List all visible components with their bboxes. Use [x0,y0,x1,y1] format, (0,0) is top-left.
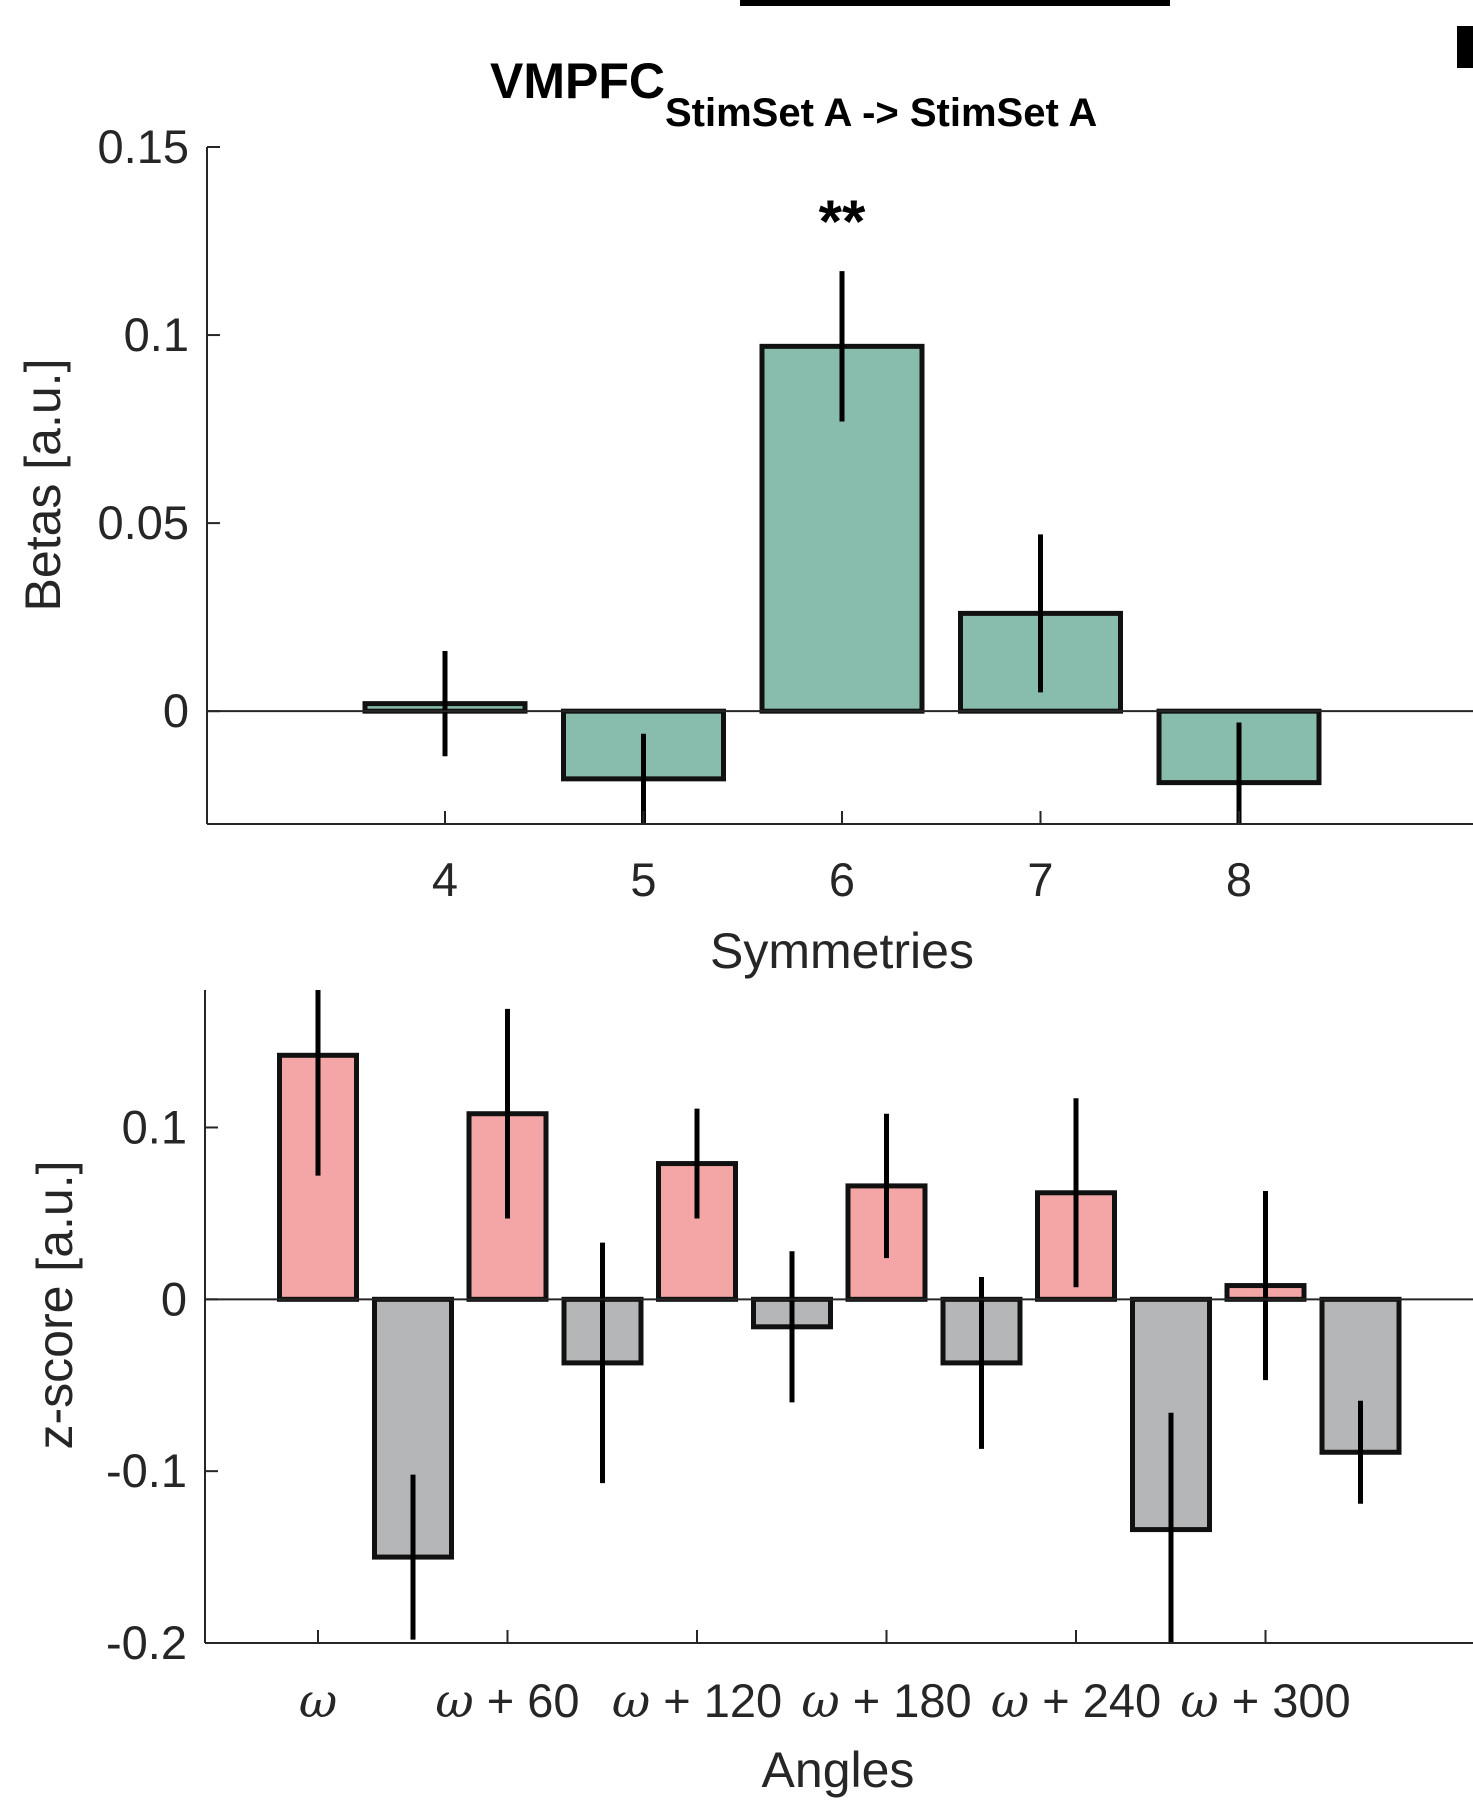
top-y-axis-label: Betas [a.u.] [15,359,71,612]
angle-offset: + 60 [474,1674,580,1727]
chart-title-main: VMPFC [490,53,665,109]
angle-offset: + 180 [840,1674,972,1727]
bottom-y-tick-label: -0.1 [106,1444,187,1497]
omega-symbol: ω [612,1674,650,1729]
bottom-x-tick-label: ω + 180 [801,1674,971,1729]
bottom-x-axis-label: Angles [762,1742,915,1798]
angle-offset: + 120 [650,1674,782,1727]
angle-offset: + 240 [1029,1674,1161,1727]
top-annotations: ** [819,188,866,255]
top-bars [362,271,1322,824]
omega-symbol: ω [435,1674,473,1729]
bottom-y-tick-label: 0.1 [122,1100,187,1153]
omega-symbol: ω [991,1674,1029,1729]
top-x-tick-label: 4 [432,853,458,906]
top-x-axis-label: Symmetries [710,923,974,979]
omega-symbol: ω [801,1674,839,1729]
bottom-x-tick-label: ω [299,1674,337,1729]
bottom-y-axis-label: z-score [a.u.] [27,1161,83,1450]
omega-symbol: ω [1180,1674,1218,1729]
top-y-tick-label: 0.1 [124,308,189,361]
top-y-tick-label: 0 [163,684,189,737]
top-x-tick-label: 8 [1226,853,1252,906]
bottom-x-tick-label: ω + 120 [612,1674,782,1729]
cropped-letter-fragment [1457,26,1473,68]
cropped-title-fragment [740,0,1170,6]
bottom-y-tick-label: 0 [161,1272,187,1325]
bottom-y-tick-label: -0.2 [106,1616,187,1669]
top-y-tick-label: 0.05 [98,496,189,549]
bottom-x-tick-label: ω + 300 [1180,1674,1350,1729]
bottom-x-tick-label: ω + 60 [435,1674,579,1729]
angle-offset: + 300 [1219,1674,1351,1727]
top-x-tick-label: 6 [829,853,855,906]
top-x-tick-label: 7 [1027,853,1053,906]
chart-title-subscript: StimSet A -> StimSet A [665,91,1097,135]
bottom-bars [277,990,1402,1643]
top-axes: 0 0.05 0.1 0.15 4 5 6 7 8 [98,120,1473,906]
angles-bar-chart: -0.2-0.100.1ω ω + 60 ω + 120 ω + 180 ω + 240… [27,990,1473,1798]
bottom-x-tick-label: ω + 240 [991,1674,1161,1729]
significance-stars: ** [819,188,866,255]
top-y-tick-label: 0.15 [98,120,189,173]
omega-symbol: ω [299,1674,337,1729]
top-x-tick-label: 5 [630,853,656,906]
chart-title: VMPFCStimSet A -> StimSet A [490,53,1097,135]
bottom-axes: -0.2-0.100.1ω ω + 60 ω + 120 ω + 180 ω + 240… [106,990,1473,1729]
symmetries-bar-chart: VMPFCStimSet A -> StimSet A 0 0.05 0.1 0.15… [15,53,1473,979]
